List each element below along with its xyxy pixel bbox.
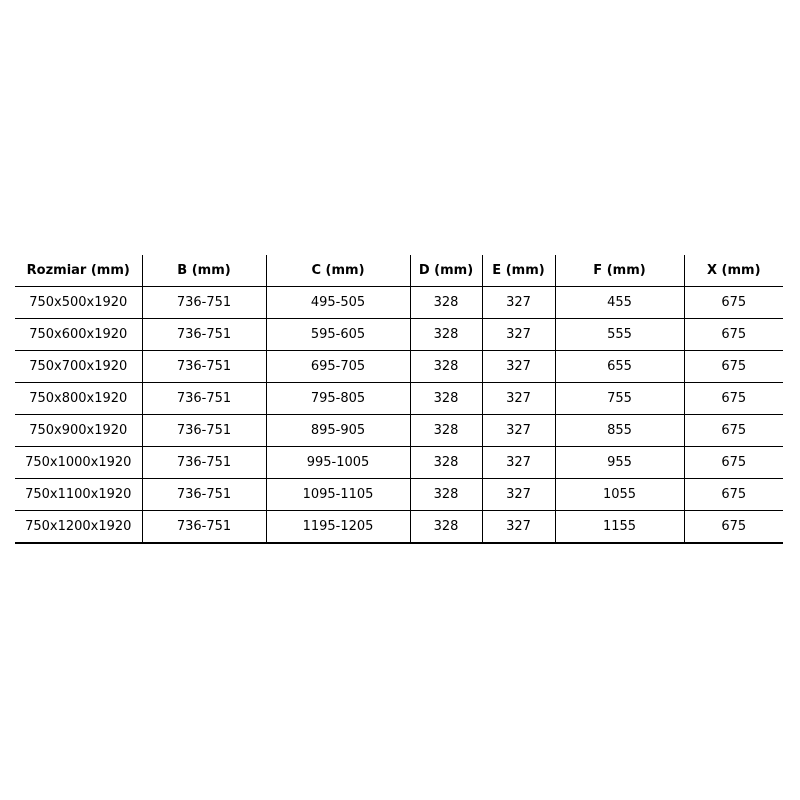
table-cell: 995-1005: [265, 446, 410, 479]
column-header: X (mm): [683, 255, 783, 287]
table-row: 750x1100x1920 736-751 1095-1105 328 327 1055 6…: [15, 478, 783, 511]
header-row: Rozmiar (mm) B (mm) C (mm) D (mm) E (mm) F (m…: [15, 255, 783, 287]
table-cell: 1195-1205: [265, 510, 410, 544]
table-cell: 955: [554, 446, 684, 479]
table-cell: 675: [683, 350, 783, 383]
table-row: 750x700x1920 736-751 695-705 328 327 655 675: [15, 350, 783, 383]
column-header: F (mm): [554, 255, 684, 287]
table-cell: 855: [554, 414, 684, 447]
table-cell: 750x900x1920: [15, 414, 142, 447]
table-cell: 495-505: [265, 286, 410, 319]
table-cell: 750x500x1920: [15, 286, 142, 319]
table-cell: 455: [554, 286, 684, 319]
table-cell: 750x1200x1920: [15, 510, 142, 544]
table-cell: 328: [409, 478, 482, 511]
table-row: 750x1200x1920 736-751 1195-1205 328 327 1155 6…: [15, 510, 783, 544]
table-cell: 327: [481, 478, 555, 511]
table-cell: 327: [481, 318, 555, 351]
table-cell: 1055: [554, 478, 684, 511]
table-cell: 795-805: [265, 382, 410, 415]
table-cell: 327: [481, 510, 555, 544]
table-row: 750x500x1920 736-751 495-505 328 327 455 675: [15, 286, 783, 319]
table-cell: 675: [683, 510, 783, 544]
table-cell: 736-751: [141, 510, 266, 544]
table-cell: 328: [409, 446, 482, 479]
table-cell: 895-905: [265, 414, 410, 447]
table-cell: 327: [481, 382, 555, 415]
table-cell: 750x800x1920: [15, 382, 142, 415]
table-cell: 750x1100x1920: [15, 478, 142, 511]
table-cell: 327: [481, 446, 555, 479]
column-header: B (mm): [141, 255, 266, 287]
table-cell: 675: [683, 414, 783, 447]
table-cell: 1095-1105: [265, 478, 410, 511]
table-row: 750x900x1920 736-751 895-905 328 327 855 675: [15, 414, 783, 447]
table-cell: 736-751: [141, 318, 266, 351]
column-header: D (mm): [409, 255, 482, 287]
table-cell: 327: [481, 414, 555, 447]
table-cell: 695-705: [265, 350, 410, 383]
table-cell: 750x600x1920: [15, 318, 142, 351]
table-cell: 675: [683, 478, 783, 511]
column-header: E (mm): [481, 255, 555, 287]
table-cell: 755: [554, 382, 684, 415]
table-cell: 327: [481, 286, 555, 319]
table-cell: 1155: [554, 510, 684, 544]
dimensions-table: Rozmiar (mm) B (mm) C (mm) D (mm) E (mm) F (m…: [15, 255, 783, 544]
table-row: 750x1000x1920 736-751 995-1005 328 327 955 675: [15, 446, 783, 479]
table-cell: 328: [409, 414, 482, 447]
table-cell: 328: [409, 350, 482, 383]
table-cell: 736-751: [141, 478, 266, 511]
table-cell: 328: [409, 382, 482, 415]
table-cell: 328: [409, 510, 482, 544]
table-cell: 750x1000x1920: [15, 446, 142, 479]
table-cell: 675: [683, 286, 783, 319]
table-cell: 736-751: [141, 414, 266, 447]
column-header: Rozmiar (mm): [15, 255, 142, 287]
table-row: 750x800x1920 736-751 795-805 328 327 755 675: [15, 382, 783, 415]
table-row: 750x600x1920 736-751 595-605 328 327 555 675: [15, 318, 783, 351]
table-cell: 328: [409, 318, 482, 351]
table-cell: 736-751: [141, 446, 266, 479]
table-cell: 555: [554, 318, 684, 351]
table-cell: 675: [683, 318, 783, 351]
table-cell: 675: [683, 446, 783, 479]
table-cell: 736-751: [141, 350, 266, 383]
table-cell: 655: [554, 350, 684, 383]
table-cell: 328: [409, 286, 482, 319]
table-cell: 595-605: [265, 318, 410, 351]
table-cell: 675: [683, 382, 783, 415]
table-cell: 750x700x1920: [15, 350, 142, 383]
table-cell: 736-751: [141, 286, 266, 319]
column-header: C (mm): [265, 255, 410, 287]
table-cell: 327: [481, 350, 555, 383]
table-cell: 736-751: [141, 382, 266, 415]
